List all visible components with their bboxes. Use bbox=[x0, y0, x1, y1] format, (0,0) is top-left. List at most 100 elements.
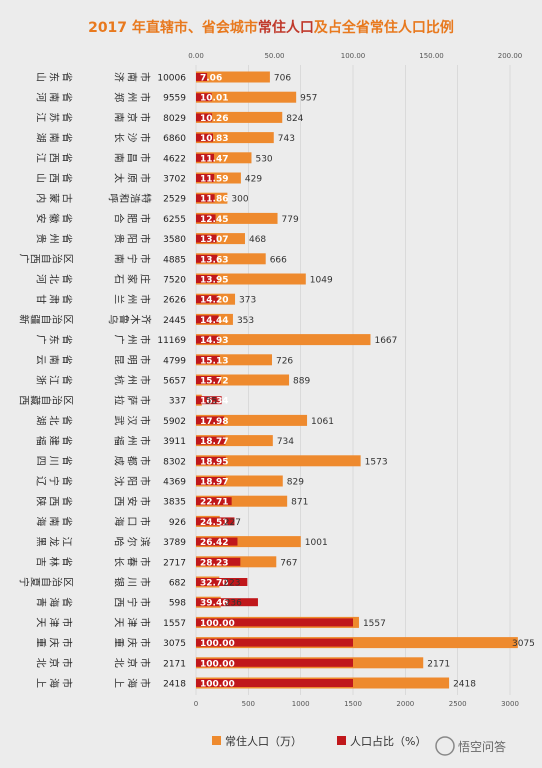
province-population-label: 4622 bbox=[163, 154, 186, 164]
city-label-char: 乌 bbox=[107, 314, 120, 324]
city-label-char: 市 bbox=[139, 92, 152, 102]
ratio-bar bbox=[196, 557, 241, 566]
city-label-char: 南 bbox=[113, 254, 126, 264]
data-row: 青海省 西宁市 598 39.46236 bbox=[35, 596, 258, 609]
ratio-label: 12.45 bbox=[200, 215, 228, 225]
province-label-char: 海 bbox=[48, 678, 61, 688]
data-row: 甘肃省 兰州市 2626 14.20 373 bbox=[35, 293, 256, 306]
city-population-label: 743 bbox=[278, 134, 295, 144]
province-label-char: 云 bbox=[35, 355, 46, 365]
city-label-char: 沙 bbox=[126, 133, 138, 143]
watermark: 悟空问答 bbox=[435, 736, 506, 756]
province-label-char: 区 bbox=[62, 577, 74, 587]
ratio-label: 24.51 bbox=[200, 518, 228, 528]
population-bar bbox=[196, 152, 252, 164]
province-population-label: 4799 bbox=[163, 356, 186, 366]
city-label-char: 市 bbox=[139, 658, 152, 668]
population-bar bbox=[196, 91, 297, 103]
province-label-char: 湖 bbox=[35, 415, 47, 425]
city-population-label: 227 bbox=[224, 518, 241, 528]
chart-title-part2: 常住人口 bbox=[258, 19, 314, 36]
city-label-char: 口 bbox=[126, 516, 137, 526]
ratio-bar bbox=[196, 497, 232, 506]
ratio-label: 11.86 bbox=[200, 195, 228, 205]
city-label-char: 市 bbox=[139, 678, 152, 688]
city-label-char: 市 bbox=[139, 112, 152, 122]
city-label-char: 州 bbox=[126, 92, 138, 102]
city-label-char: 春 bbox=[126, 557, 138, 567]
population-bar bbox=[196, 132, 274, 144]
province-population-label: 2717 bbox=[163, 558, 186, 568]
province-label-char: 辽 bbox=[35, 476, 47, 486]
province-population-label: 337 bbox=[169, 397, 186, 407]
city-label-char: 州 bbox=[126, 335, 138, 345]
ratio-bar bbox=[196, 275, 218, 283]
chart-title-part3: 及占全省常住人口比例 bbox=[314, 19, 454, 36]
bottom-axis-tick: 3000 bbox=[501, 700, 519, 708]
province-label-char: 省 bbox=[61, 294, 74, 304]
province-population-label: 10006 bbox=[157, 74, 186, 84]
ratio-label: 32.70 bbox=[200, 579, 228, 589]
data-row: 江西省 南昌市 4622 11.47 530 bbox=[35, 152, 273, 164]
ratio-bar bbox=[196, 315, 219, 324]
top-axis-tick: 200.00 bbox=[498, 52, 523, 60]
province-label-char: 建 bbox=[48, 436, 61, 446]
province-label-char: 治 bbox=[51, 577, 64, 587]
province-label-char: 省 bbox=[61, 496, 74, 506]
city-label-char: 长 bbox=[113, 133, 125, 143]
province-label-char: 海 bbox=[35, 516, 48, 526]
city-label-char: 南 bbox=[113, 153, 126, 163]
city-label-char: 鲁 bbox=[118, 314, 131, 324]
city-label-char: 州 bbox=[126, 375, 138, 385]
ratio-label: 15.13 bbox=[200, 356, 228, 366]
city-label-char: 广 bbox=[113, 335, 125, 345]
city-label-char: 福 bbox=[113, 436, 126, 446]
province-label-char: 西 bbox=[48, 173, 59, 183]
province-label-char: 自 bbox=[40, 254, 53, 264]
ratio-bar bbox=[196, 618, 353, 627]
ratio-label: 18.97 bbox=[200, 478, 228, 488]
city-label-char: 州 bbox=[126, 436, 138, 446]
province-population-label: 3075 bbox=[163, 639, 186, 649]
ratio-bar bbox=[196, 174, 215, 182]
city-label-char: 津 bbox=[126, 617, 138, 627]
population-bar bbox=[196, 475, 283, 487]
province-population-label: 2626 bbox=[163, 296, 186, 306]
city-label-char: 和 bbox=[118, 193, 130, 203]
population-bar bbox=[196, 536, 301, 548]
province-label-char: 夏 bbox=[29, 577, 41, 587]
ratio-label: 15.72 bbox=[200, 377, 228, 387]
province-label-char: 西 bbox=[48, 153, 59, 163]
province-label-char: 西 bbox=[29, 254, 40, 264]
city-label-char: 市 bbox=[139, 234, 152, 244]
data-row: 浙江省 杭州市 5657 15.72 889 bbox=[35, 374, 311, 387]
province-label-char: 江 bbox=[48, 375, 60, 385]
province-population-label: 3835 bbox=[163, 498, 186, 508]
city-label-char: 天 bbox=[113, 617, 124, 627]
province-label-char: 自 bbox=[40, 395, 53, 405]
province-population-label: 4885 bbox=[163, 255, 186, 265]
ratio-label: 14.44 bbox=[200, 316, 228, 326]
city-label-char: 贵 bbox=[113, 234, 126, 244]
province-population-label: 9559 bbox=[163, 94, 186, 104]
province-label-char: 州 bbox=[48, 234, 60, 244]
population-bar bbox=[196, 253, 266, 265]
city-label-char: 京 bbox=[126, 658, 139, 668]
data-row: 福建省福州市 3911 18.77 734 bbox=[35, 435, 294, 447]
city-population-label: 1573 bbox=[365, 457, 388, 467]
top-axis-tick: 50.00 bbox=[264, 52, 284, 60]
ratio-label: 28.23 bbox=[200, 558, 228, 568]
province-label-char: 东 bbox=[48, 72, 61, 82]
province-population-label: 5902 bbox=[163, 417, 186, 427]
province-label-char: 陕 bbox=[35, 496, 48, 506]
province-label-char: 治 bbox=[51, 254, 64, 264]
city-population-label: 829 bbox=[287, 478, 304, 488]
ratio-bar bbox=[196, 416, 225, 425]
city-population-label: 726 bbox=[276, 356, 293, 366]
legend: 常住人口（万） 人口占比（%） bbox=[212, 734, 426, 748]
data-row: 上海市上海市 2418 100.00 2418 bbox=[35, 677, 476, 690]
data-row: 河南省 郑州市 9559 10.01 957 bbox=[35, 91, 317, 104]
ratio-label: 100.00 bbox=[200, 639, 235, 649]
city-label-char: 庆 bbox=[126, 638, 139, 648]
city-label-char: 庄 bbox=[139, 274, 152, 284]
